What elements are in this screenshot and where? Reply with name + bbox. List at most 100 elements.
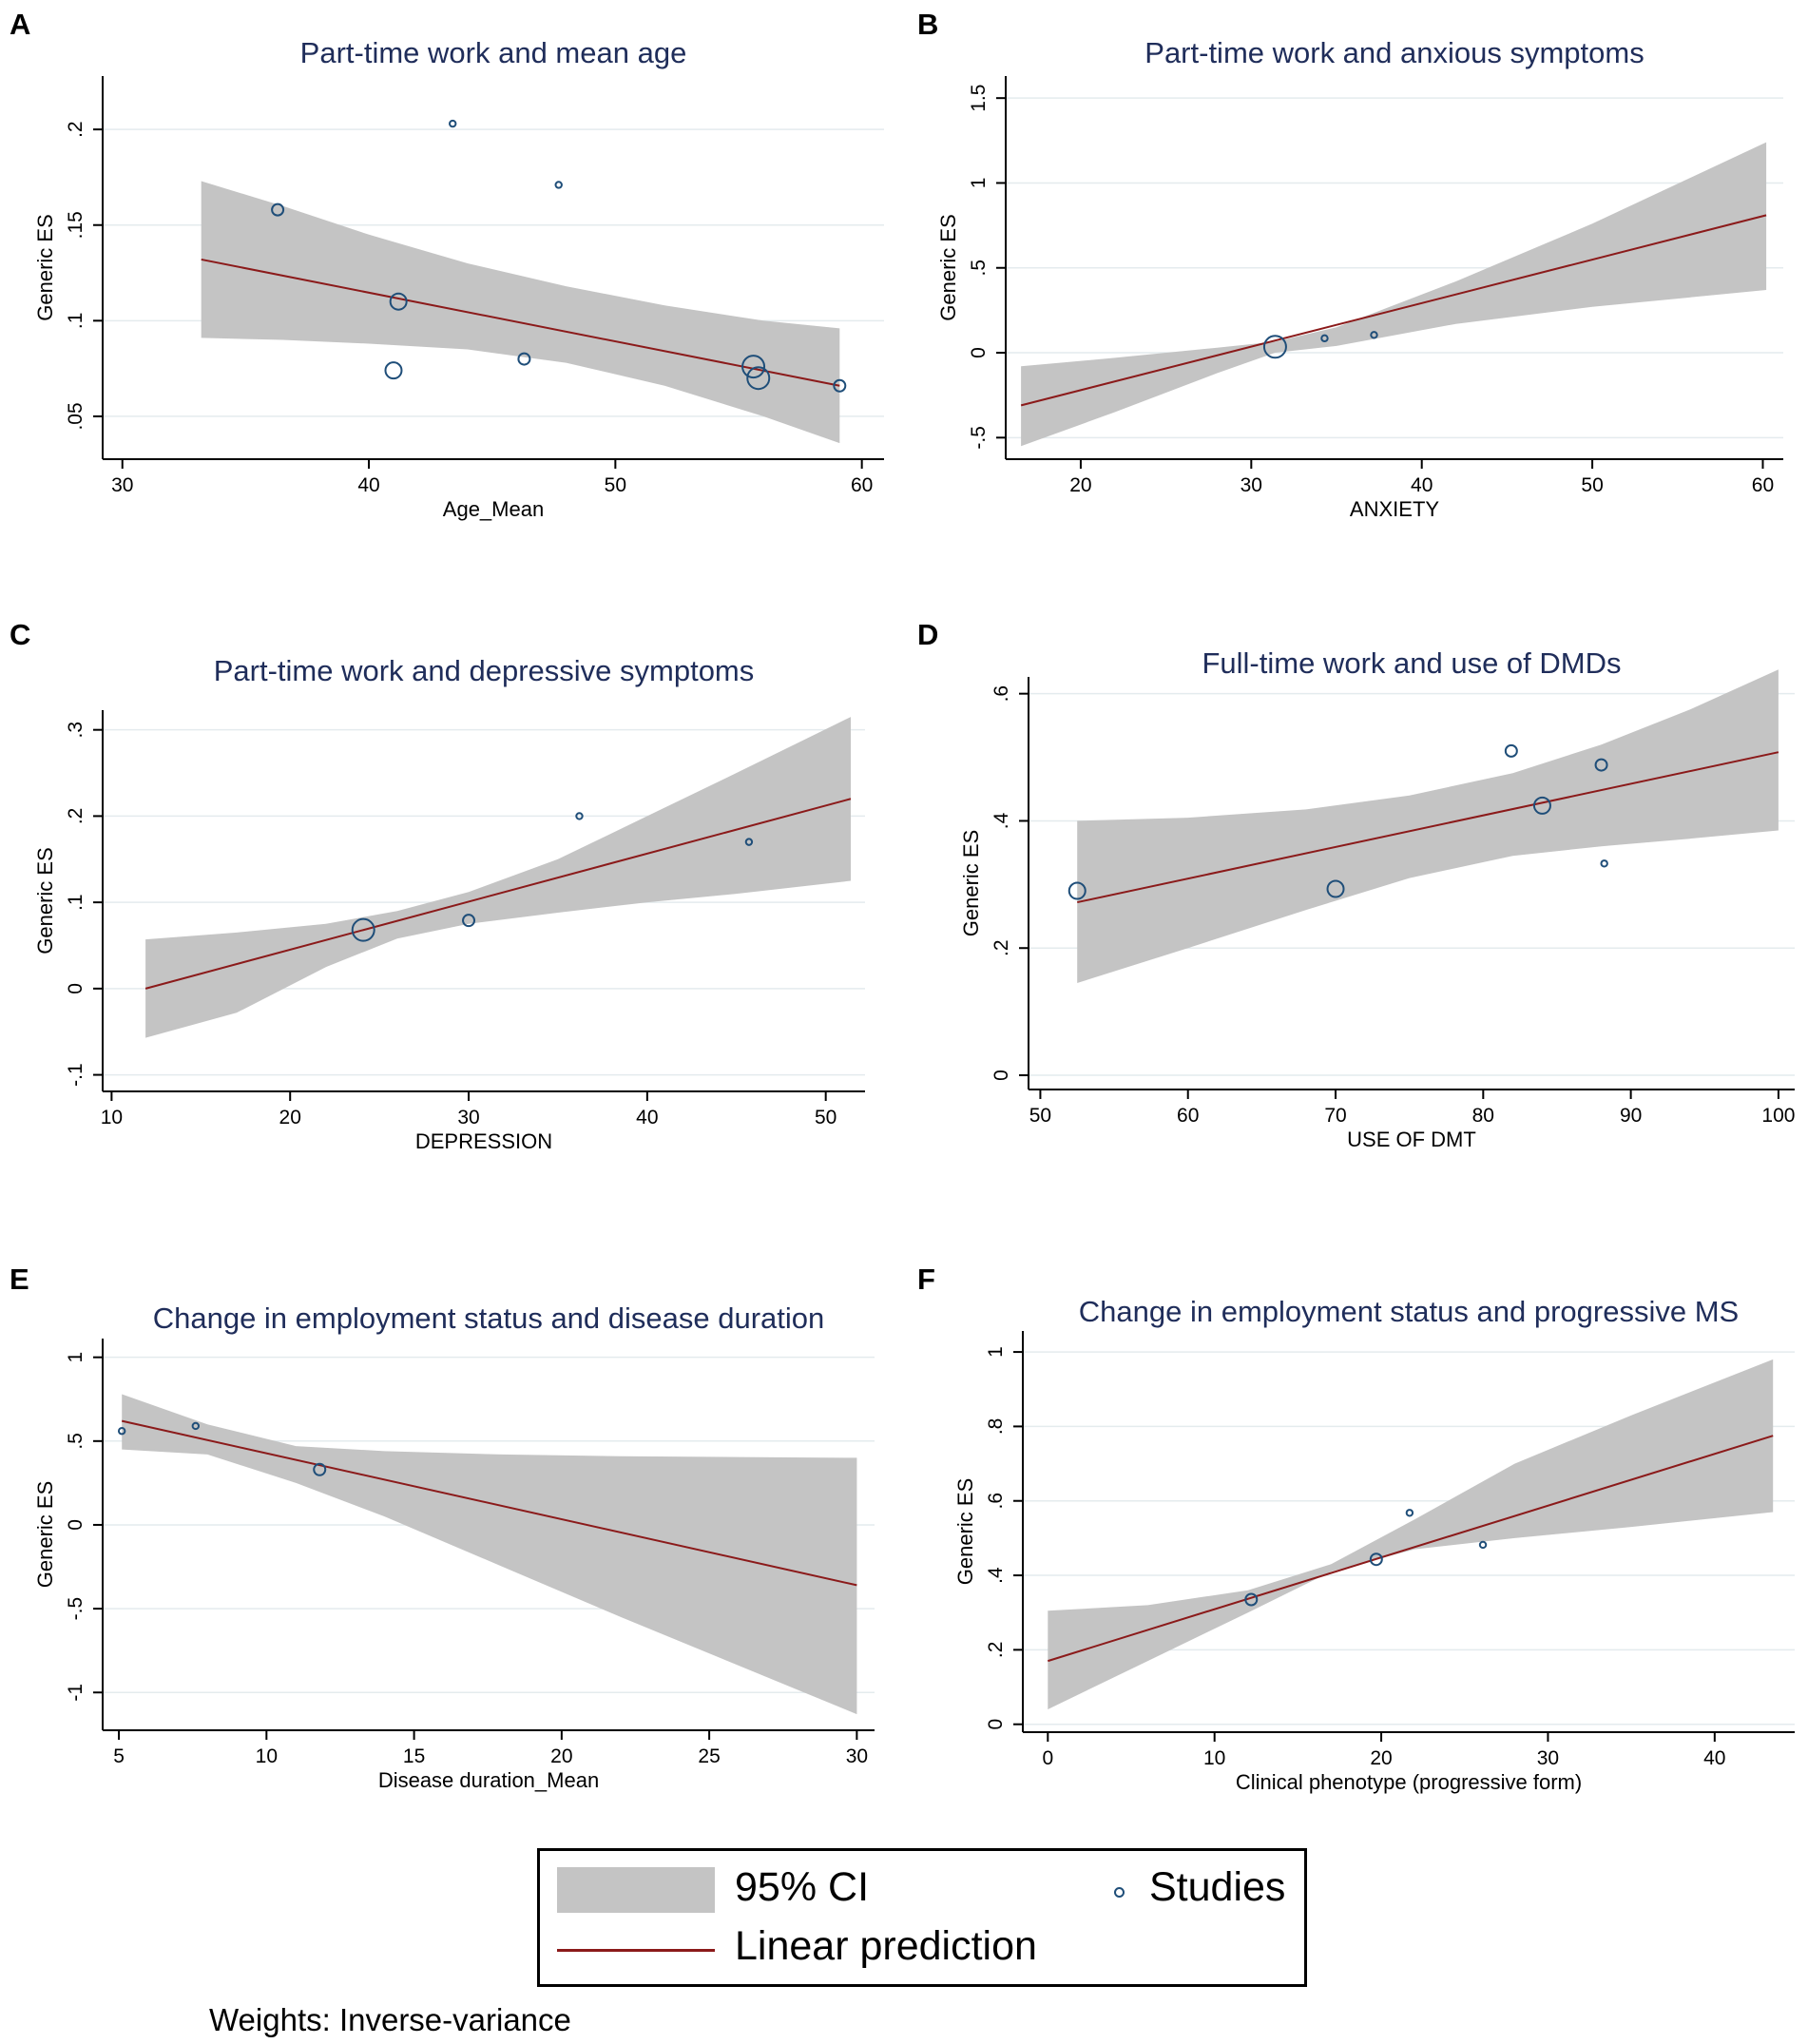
panel-a-study-point: [833, 378, 847, 393]
panel-b-letter: B: [917, 8, 938, 41]
legend-ci-swatch: [557, 1867, 715, 1913]
panel-f-y-tick-label: 0: [985, 1719, 1007, 1730]
panel-f-y-tick-label: .4: [985, 1567, 1007, 1584]
panel-b-x-tick-label: 60: [1752, 474, 1774, 496]
legend-line-swatch: [557, 1949, 715, 1952]
panel-f-title: Change in employment status and progress…: [1079, 1295, 1739, 1328]
panel-e-x-tick-label: 25: [698, 1745, 720, 1767]
panel-b-y-tick-label: 0: [968, 347, 990, 358]
panel-c-x-tick-label: 10: [101, 1107, 123, 1128]
panel-a-title: Part-time work and mean age: [300, 36, 687, 69]
panel-e-study-point: [313, 1462, 327, 1476]
panel-d-y-tick-label: 0: [991, 1070, 1012, 1081]
panel-a: A Part-time work and mean age 30 40 50 60 .05.…: [10, 8, 884, 521]
panel-a-study-point: [449, 119, 457, 128]
panel-c-prediction-line: [144, 798, 852, 990]
panel-e-x-tick-label: 5: [113, 1745, 125, 1767]
panel-b-ci-band: [1021, 142, 1767, 447]
panel-d-x-tick-label: 60: [1177, 1105, 1199, 1127]
panel-c-y-label: Generic ES: [33, 847, 57, 955]
panel-a-x-tick-label: 50: [605, 474, 626, 496]
panel-b-x-tick-label: 40: [1411, 474, 1433, 496]
panel-b-study-point: [1320, 334, 1329, 343]
panel-f-x-label: Clinical phenotype (progressive form): [1236, 1770, 1582, 1794]
panel-b-prediction-line: [1020, 214, 1767, 407]
panel-a-study-point: [746, 366, 771, 391]
panel-a-y-label: Generic ES: [33, 214, 57, 321]
panel-c-y-tick-label: .3: [65, 722, 87, 739]
panel-d-study-point: [1600, 859, 1608, 868]
panel-c-x-tick-label: 40: [636, 1107, 658, 1128]
panel-d-y-tick-label: .6: [991, 685, 1012, 703]
panel-f-y-tick-label: .2: [985, 1642, 1007, 1659]
panel-f-study-point: [1405, 1509, 1414, 1517]
legend-line-label: Linear prediction: [735, 1923, 1037, 1969]
panel-d-y-tick-label: .4: [991, 812, 1012, 829]
panel-e-ci-band: [122, 1394, 857, 1715]
legend-studies-label: Studies: [1149, 1864, 1286, 1910]
panel-e-y-label: Generic ES: [33, 1481, 57, 1589]
panel-d-ci-band: [1077, 669, 1779, 983]
panel-d-x-tick-label: 100: [1761, 1105, 1795, 1127]
panel-e-y-tick-label: 0: [65, 1519, 87, 1531]
panel-f-x-tick-label: 40: [1703, 1747, 1725, 1769]
panel-c-ci-band: [145, 717, 852, 1038]
panel-a-study-point: [271, 202, 285, 217]
panel-d-x-tick-label: 70: [1324, 1105, 1346, 1127]
panel-e-letter: E: [10, 1263, 29, 1296]
panel-d-study-point: [1067, 881, 1087, 900]
panel-f-letter: F: [917, 1263, 935, 1296]
panel-a-prediction-line: [201, 258, 840, 387]
panel-f-study-point: [1369, 1552, 1383, 1567]
panel-d-study-point: [1532, 796, 1551, 815]
panel-b-x-tick-label: 20: [1069, 474, 1091, 496]
legend-studies-marker: [1114, 1887, 1125, 1898]
panel-e-title: Change in employment status and disease …: [153, 1302, 825, 1335]
panel-c-study-point: [575, 812, 584, 820]
panel-c-y-tick-label: .1: [65, 894, 87, 911]
panel-e-study-point: [191, 1421, 201, 1431]
panel-e-x-tick-label: 30: [846, 1745, 868, 1767]
panel-c: C Part-time work and depressive symptoms 1…: [10, 618, 865, 1153]
panel-d-study-point: [1326, 879, 1345, 898]
panel-f-study-point: [1244, 1592, 1259, 1607]
panel-c-study-point: [744, 838, 754, 846]
panel-b-x-tick-label: 50: [1581, 474, 1603, 496]
weights-note: Weights: Inverse-variance: [209, 2002, 571, 2037]
panel-c-x-tick-label: 20: [279, 1107, 301, 1128]
panel-d-study-point: [1594, 758, 1608, 772]
panel-d-study-point: [1504, 743, 1518, 758]
panel-f-x-tick-label: 30: [1537, 1747, 1559, 1769]
panel-c-y-tick-label: -.1: [65, 1063, 87, 1087]
panel-a-ci-band: [201, 181, 840, 444]
panel-e-y-tick-label: -.5: [65, 1597, 87, 1621]
panel-c-x-tick-label: 30: [457, 1107, 479, 1128]
panel-a-study-point: [517, 352, 531, 366]
panel-a-x-tick-label: 60: [851, 474, 873, 496]
panel-f-y-label: Generic ES: [953, 1478, 977, 1586]
panel-a-y-tick-label: .2: [65, 121, 87, 138]
panel-a-x-tick-label: 40: [357, 474, 379, 496]
panel-f-study-point: [1478, 1540, 1488, 1550]
panel-e-y-tick-label: 1: [65, 1352, 87, 1363]
panel-a-study-point: [384, 361, 403, 380]
panel-d-x-label: USE OF DMT: [1347, 1128, 1476, 1151]
panel-d-x-tick-label: 80: [1472, 1105, 1494, 1127]
panel-e-y-tick-label: .5: [65, 1433, 87, 1450]
panel-a-y-tick-label: .1: [65, 313, 87, 330]
panel-e-x-label: Disease duration_Mean: [378, 1768, 599, 1792]
panel-a-study-point: [389, 292, 408, 311]
panel-d-y-tick-label: .2: [991, 939, 1012, 956]
panel-a-letter: A: [10, 8, 30, 41]
panel-f-y-tick-label: .6: [985, 1493, 1007, 1510]
panel-f: F Change in employment status and progres…: [917, 1263, 1795, 1794]
panel-a-y-tick-label: .15: [65, 211, 87, 239]
panel-d: D Full-time work and use of DMDs 50 60 70 80 9…: [917, 618, 1795, 1151]
panel-b-study-point: [1370, 331, 1378, 339]
panel-d-x-tick-label: 90: [1620, 1105, 1642, 1127]
panel-f-prediction-line: [1048, 1435, 1774, 1663]
panel-c-y-tick-label: 0: [65, 983, 87, 994]
panel-f-y-tick-label: 1: [985, 1346, 1007, 1358]
legend-ci-label: 95% CI: [735, 1864, 870, 1910]
